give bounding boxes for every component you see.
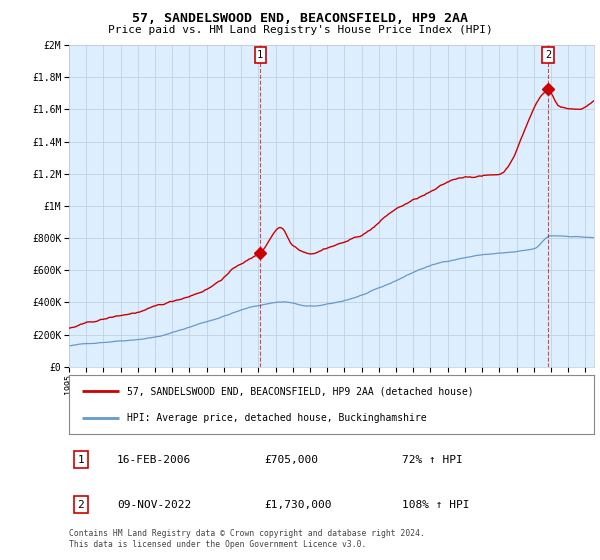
Text: 2: 2 <box>545 50 551 60</box>
Text: 108% ↑ HPI: 108% ↑ HPI <box>402 500 470 510</box>
Text: 09-NOV-2022: 09-NOV-2022 <box>117 500 191 510</box>
Text: Contains HM Land Registry data © Crown copyright and database right 2024.
This d: Contains HM Land Registry data © Crown c… <box>69 529 425 549</box>
Text: HPI: Average price, detached house, Buckinghamshire: HPI: Average price, detached house, Buck… <box>127 413 427 423</box>
Text: 57, SANDELSWOOD END, BEACONSFIELD, HP9 2AA (detached house): 57, SANDELSWOOD END, BEACONSFIELD, HP9 2… <box>127 386 473 396</box>
Text: £1,730,000: £1,730,000 <box>264 500 331 510</box>
Text: 72% ↑ HPI: 72% ↑ HPI <box>402 455 463 465</box>
Text: 2: 2 <box>77 500 85 510</box>
Text: £705,000: £705,000 <box>264 455 318 465</box>
Text: Price paid vs. HM Land Registry's House Price Index (HPI): Price paid vs. HM Land Registry's House … <box>107 25 493 35</box>
Text: 57, SANDELSWOOD END, BEACONSFIELD, HP9 2AA: 57, SANDELSWOOD END, BEACONSFIELD, HP9 2… <box>132 12 468 25</box>
Text: 1: 1 <box>257 50 263 60</box>
Text: 16-FEB-2006: 16-FEB-2006 <box>117 455 191 465</box>
Text: 1: 1 <box>77 455 85 465</box>
